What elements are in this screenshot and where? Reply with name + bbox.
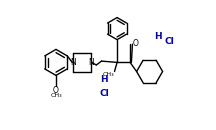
Text: Cl: Cl — [165, 37, 174, 46]
Text: CH₃: CH₃ — [102, 72, 114, 77]
Text: Cl: Cl — [99, 89, 109, 98]
Text: CH₃: CH₃ — [50, 93, 62, 98]
Text: O: O — [133, 39, 139, 48]
Text: H: H — [100, 75, 108, 84]
Text: H: H — [154, 32, 161, 41]
Text: O: O — [53, 86, 59, 95]
Text: N: N — [70, 58, 76, 67]
Text: N: N — [89, 58, 94, 67]
